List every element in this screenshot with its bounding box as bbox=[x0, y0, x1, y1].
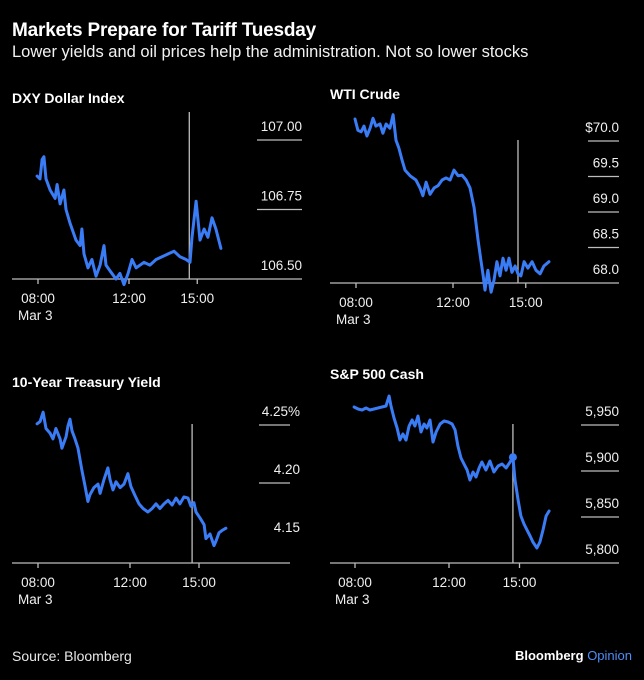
series-line-dxy bbox=[35, 155, 223, 287]
x-tick-label-ust10y: 15:00 bbox=[182, 575, 216, 590]
x-tick-label-spx: 12:00 bbox=[432, 575, 466, 590]
event-marker-spx bbox=[508, 453, 517, 462]
y-tick-label-ust10y: 4.25% bbox=[262, 404, 300, 419]
x-tick-label-ust10y: 12:00 bbox=[113, 575, 147, 590]
y-tick-label-dxy: 106.75 bbox=[261, 189, 302, 204]
y-tick-label-ust10y: 4.15 bbox=[274, 520, 300, 535]
chart-wti: $70.0 69.5 69.0 68.5 68.0 08:00 Mar 3 12:00 15:0… bbox=[330, 113, 619, 327]
x-tick-label-dxy: 12:00 bbox=[112, 291, 146, 306]
x-tick-sublabel-wti: Mar 3 bbox=[336, 312, 371, 327]
series-line-wti bbox=[353, 113, 551, 294]
x-tick-label-ust10y: 08:00 bbox=[21, 575, 55, 590]
y-tick-label-spx: 5,900 bbox=[585, 450, 619, 465]
chart-dxy: 107.00 106.75 106.50 08:00 Mar 3 12:00 15:00 bbox=[12, 112, 302, 323]
chart-spx: 5,950 5,900 5,850 5,800 08:00 Mar 3 12:00 15:00 bbox=[330, 394, 619, 607]
y-tick-label-ust10y: 4.20 bbox=[274, 462, 300, 477]
chart-subtitle: Lower yields and oil prices help the adm… bbox=[12, 43, 529, 61]
y-tick-label-dxy: 106.50 bbox=[261, 258, 302, 273]
y-tick-label-spx: 5,850 bbox=[585, 496, 619, 511]
y-tick-label-wti: 68.5 bbox=[593, 227, 619, 242]
y-tick-label-dxy: 107.00 bbox=[261, 119, 302, 134]
x-tick-sublabel-dxy: Mar 3 bbox=[18, 308, 53, 323]
y-tick-label-spx: 5,950 bbox=[585, 404, 619, 419]
x-tick-sublabel-spx: Mar 3 bbox=[335, 592, 370, 607]
panel-title-spx: S&P 500 Cash bbox=[330, 366, 424, 382]
brand-name: Bloomberg bbox=[514, 648, 584, 663]
brand-suffix: Opinion bbox=[587, 648, 632, 663]
panel-title-ust10y: 10-Year Treasury Yield bbox=[12, 374, 161, 390]
chart-ust10y: 4.25% 4.20 4.15 08:00 Mar 3 12:00 15:00 bbox=[12, 404, 300, 607]
x-tick-label-dxy: 15:00 bbox=[180, 291, 214, 306]
x-tick-label-wti: 12:00 bbox=[436, 295, 470, 310]
x-tick-label-wti: 08:00 bbox=[339, 295, 373, 310]
y-tick-label-wti: 69.0 bbox=[593, 191, 619, 206]
x-tick-sublabel-ust10y: Mar 3 bbox=[18, 592, 53, 607]
x-tick-label-wti: 15:00 bbox=[509, 295, 543, 310]
series-line-spx bbox=[352, 394, 551, 550]
x-tick-label-dxy: 08:00 bbox=[21, 291, 55, 306]
panel-title-dxy: DXY Dollar Index bbox=[12, 90, 125, 106]
panel-title-wti: WTI Crude bbox=[330, 86, 400, 102]
x-tick-label-spx: 15:00 bbox=[503, 575, 537, 590]
y-tick-label-wti: 69.5 bbox=[593, 156, 619, 171]
source-note: Source: Bloomberg bbox=[12, 648, 132, 664]
y-tick-label-spx: 5,800 bbox=[585, 542, 619, 557]
y-tick-label-wti: $70.0 bbox=[585, 120, 619, 135]
chart-title: Markets Prepare for Tariff Tuesday bbox=[12, 20, 316, 41]
series-line-ust10y bbox=[35, 410, 228, 548]
brand-logo: Bloomberg Opinion bbox=[515, 648, 632, 663]
x-tick-label-spx: 08:00 bbox=[338, 575, 372, 590]
y-tick-label-wti: 68.0 bbox=[593, 262, 619, 277]
